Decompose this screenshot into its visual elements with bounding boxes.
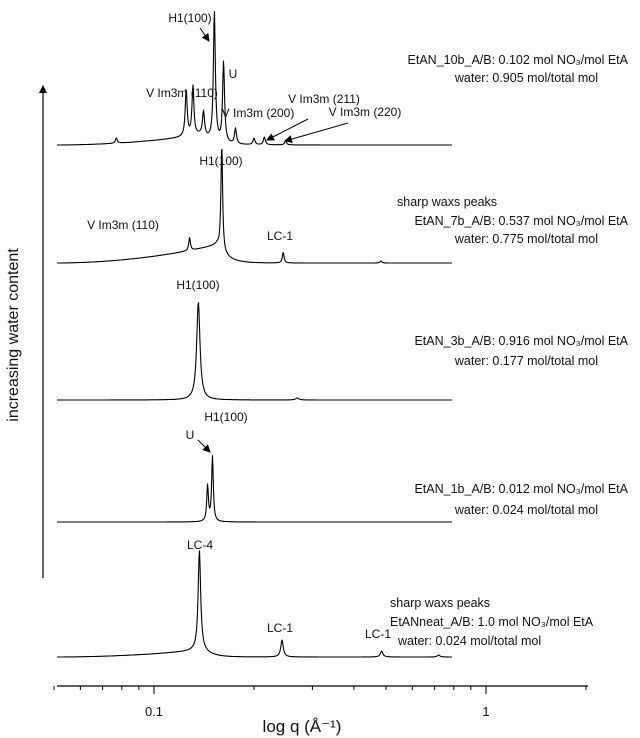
s0-annotation-h1-100: H1(100) xyxy=(168,11,211,25)
s2-annotation-h1-100: H1(100) xyxy=(176,278,219,292)
s1-desc-line-1: sharp waxs peaks xyxy=(397,195,497,209)
trace-etan-1b xyxy=(56,455,453,523)
s0-annotation-v220: V Im3m (220) xyxy=(329,105,402,119)
s3-annotation-u: U xyxy=(186,428,195,442)
s3-u-arrow xyxy=(197,439,211,453)
s1-annotation-h1-100: H1(100) xyxy=(199,154,242,168)
s0-h1-arrow xyxy=(199,27,210,42)
x-axis-ticks xyxy=(53,686,587,694)
s1-annotation-v110: V Im3m (110) xyxy=(87,218,159,232)
s0-annotation-v110: V Im3m (110) xyxy=(146,86,218,100)
s1-desc-line-2: EtAN_7b_A/B: 0.537 mol NO₃/mol EtA xyxy=(414,214,628,228)
s0-desc-line-2: water: 0.905 mol/total mol xyxy=(454,71,598,85)
s0-desc-line-1: EtAN_10b_A/B: 0.102 mol NO₃/mol EtA xyxy=(408,53,629,67)
s3-desc-line-2: water: 0.024 mol/total mol xyxy=(454,503,598,517)
s4-desc-line-1: sharp waxs peaks xyxy=(390,596,490,610)
s2-desc-line-2: water: 0.177 mol/total mol xyxy=(454,354,598,368)
s0-annotation-v211: V Im3m (211) xyxy=(288,92,360,106)
s0-v220-arrow xyxy=(284,122,349,143)
trace-etan-3b xyxy=(56,302,453,401)
s3-annotation-h1-100: H1(100) xyxy=(204,410,247,424)
s4-annotation-lc1-b: LC-1 xyxy=(365,627,391,641)
s4-annotation-lc4: LC-4 xyxy=(187,538,213,552)
s0-v211-arrow xyxy=(266,118,309,141)
s4-annotation-lc1-a: LC-1 xyxy=(267,621,293,635)
s2-desc-line-1: EtAN_3b_A/B: 0.916 mol NO₃/mol EtA xyxy=(414,334,628,348)
s4-desc-line-3: water: 0.024 mol/total mol xyxy=(397,634,541,648)
trace-etan-10b xyxy=(56,11,453,146)
s1-annotation-lc1: LC-1 xyxy=(267,229,293,243)
s3-desc-line-1: EtAN_1b_A/B: 0.012 mol NO₃/mol EtA xyxy=(414,482,628,496)
x-axis-label: log q (Å⁻¹) xyxy=(263,717,342,736)
y-axis-label: increasing water content xyxy=(5,248,22,422)
s4-desc-line-2: EtANneat_A/B: 1.0 mol NO₃/mol EtA xyxy=(390,615,594,629)
trace-etan-neat xyxy=(56,550,453,658)
x-tick-label-0.1: 0.1 xyxy=(145,704,163,719)
s1-desc-line-3: water: 0.775 mol/total mol xyxy=(454,232,598,246)
trace-etan-7b xyxy=(56,148,453,264)
s0-annotation-v200: V Im3m (200) xyxy=(222,106,295,120)
x-tick-label-1: 1 xyxy=(482,704,489,719)
s0-annotation-u: U xyxy=(229,67,238,81)
